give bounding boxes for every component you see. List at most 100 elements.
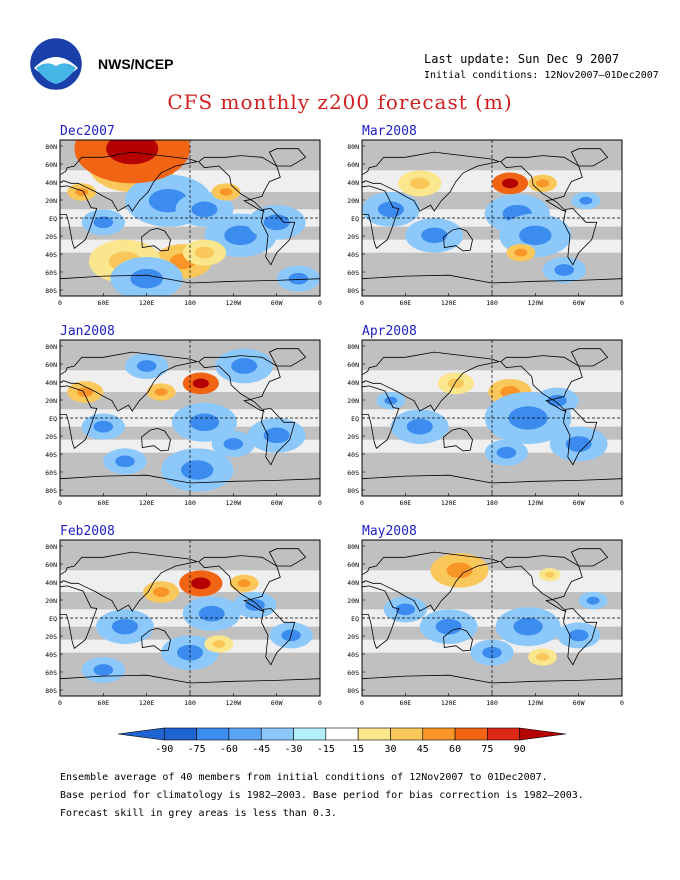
anomaly-core	[395, 603, 416, 616]
lon-tick-label: 60W	[573, 499, 585, 507]
coastline	[500, 155, 583, 212]
lon-tick-label: 60E	[399, 699, 411, 707]
lon-tick-label: 60E	[97, 699, 109, 707]
coastline	[362, 474, 622, 496]
lat-tick-label: 40S	[347, 251, 359, 259]
anomaly-core	[112, 618, 138, 635]
lon-tick-label: 120E	[139, 499, 155, 507]
lon-tick-label: 120E	[139, 699, 155, 707]
legend-swatch	[196, 727, 230, 741]
legend-swatch	[118, 727, 165, 741]
lat-tick-label: 20N	[45, 597, 57, 605]
coastline	[60, 151, 199, 212]
lat-tick-label: 40N	[347, 179, 359, 187]
lat-tick-label: 40N	[347, 379, 359, 387]
note-skill: Forecast skill in grey areas is less tha…	[60, 808, 337, 819]
coastline	[268, 548, 307, 567]
lat-tick-label: EQ	[49, 215, 57, 223]
map-field	[60, 540, 320, 696]
coastline	[198, 355, 281, 412]
lon-tick-label: 60W	[573, 299, 585, 307]
legend-swatch	[422, 727, 456, 741]
panel-title-mar2008: Mar2008	[362, 124, 417, 139]
lon-tick-label: 120E	[441, 299, 457, 307]
legend-label: -90	[155, 744, 173, 755]
lon-tick-label: 0	[58, 299, 62, 307]
coastline	[570, 148, 609, 167]
anomaly-core	[544, 571, 555, 578]
anomaly-core	[263, 427, 290, 444]
panel-title-jan2008: Jan2008	[60, 324, 115, 339]
legend-label: -75	[188, 744, 206, 755]
lon-tick-label: 0	[620, 499, 624, 507]
lat-tick-label: 80S	[347, 687, 359, 695]
anomaly-core	[519, 225, 552, 246]
lon-tick-label: 0	[360, 299, 364, 307]
lat-tick-label: 20S	[347, 633, 359, 641]
lat-tick-label: EQ	[351, 215, 359, 223]
lon-tick-label: 0	[318, 299, 322, 307]
lon-tick-label: 180	[184, 499, 196, 507]
lon-tick-label: 60W	[271, 299, 283, 307]
anomaly-core	[198, 605, 225, 622]
coastline	[563, 208, 598, 266]
lon-tick-label: 120W	[226, 699, 242, 707]
anomaly-core	[447, 378, 465, 389]
panel-title-apr2008: Apr2008	[362, 324, 417, 339]
anomaly-core	[446, 562, 473, 579]
lat-tick-label: 40N	[347, 579, 359, 587]
initial-conditions: Initial conditions: 12Nov2007–01Dec2007	[424, 70, 659, 81]
lon-tick-label: 60W	[573, 699, 585, 707]
legend-swatch	[260, 727, 294, 741]
anomaly-core	[513, 617, 543, 636]
lon-tick-label: 0	[58, 699, 62, 707]
anomaly-core	[410, 177, 430, 190]
lat-tick-label: 60N	[45, 561, 57, 569]
lon-tick-label: 120W	[528, 299, 544, 307]
legend-swatch	[357, 727, 391, 741]
lat-tick-label: 80N	[347, 343, 359, 351]
coastline	[443, 227, 473, 252]
legend-swatch	[228, 727, 262, 741]
coastline	[362, 674, 622, 696]
lat-tick-label: 60N	[347, 361, 359, 369]
anomaly-core	[180, 460, 214, 480]
coastline	[60, 585, 98, 649]
coastline	[198, 555, 281, 612]
legend-swatch	[390, 727, 424, 741]
lon-tick-label: 0	[360, 499, 364, 507]
anomaly-core	[263, 214, 290, 231]
lat-tick-label: 60N	[45, 161, 57, 169]
coastline	[60, 185, 98, 249]
lon-tick-label: 120E	[441, 699, 457, 707]
lat-tick-label: 40N	[45, 379, 57, 387]
coastline	[500, 555, 583, 612]
lat-tick-label: 80N	[347, 143, 359, 151]
lon-tick-label: 0	[58, 499, 62, 507]
lon-tick-label: 60W	[271, 699, 283, 707]
anomaly-core	[536, 179, 550, 188]
coastline	[570, 348, 609, 367]
lat-tick-label: 80S	[45, 687, 57, 695]
lat-tick-label: 60S	[45, 269, 57, 277]
lat-tick-label: 60S	[347, 669, 359, 677]
last-update: Last update: Sun Dec 9 2007	[424, 52, 620, 66]
lat-tick-label: 60N	[347, 161, 359, 169]
anomaly-core	[568, 629, 589, 642]
note-ensemble: Ensemble average of 40 members from init…	[60, 772, 548, 783]
anomaly-core	[224, 225, 257, 246]
lon-tick-label: 120E	[441, 499, 457, 507]
page-title: CFS monthly z200 forecast (m)	[167, 90, 513, 114]
lat-tick-label: 20S	[45, 633, 57, 641]
lat-tick-label: 80S	[347, 287, 359, 295]
lat-tick-label: EQ	[351, 615, 359, 623]
lat-tick-label: 80S	[347, 487, 359, 495]
anomaly-core	[288, 272, 309, 285]
lat-tick-label: 60S	[45, 469, 57, 477]
lat-tick-label: EQ	[49, 615, 57, 623]
anomaly-core	[565, 436, 592, 452]
panel-title-dec2007: Dec2007	[60, 124, 115, 139]
coastline	[60, 474, 320, 496]
